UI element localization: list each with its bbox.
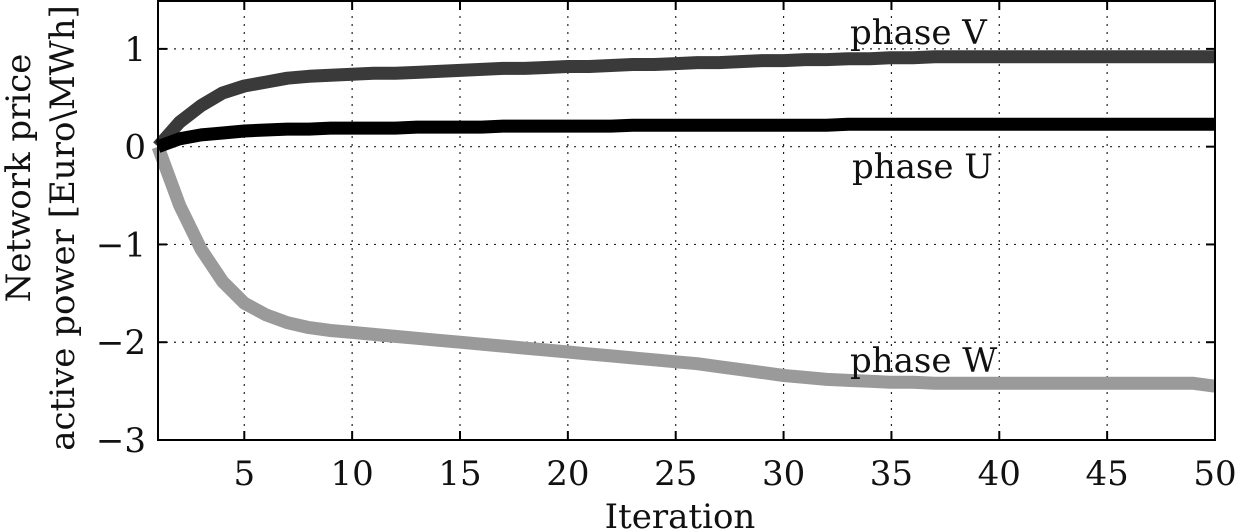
x-tick-label: 50 <box>1193 454 1236 494</box>
series-line-phase-v <box>153 50 1215 151</box>
x-tick-labels: 5 10 15 20 25 30 35 40 45 50 <box>233 454 1236 494</box>
series-label-phase-u: phase U <box>852 147 993 187</box>
y-tick-label: −1 <box>96 225 146 265</box>
grid <box>158 0 1215 440</box>
series-line-phase-w <box>151 144 1216 393</box>
x-axis-label: Iteration <box>605 497 756 532</box>
y-tick-labels: 1 0 −1 −2 −3 <box>96 30 146 461</box>
y-axis-label-line-2: active power [Euro\MWh] <box>43 5 83 451</box>
x-tick-label: 15 <box>438 454 481 494</box>
x-tick-label: 30 <box>762 454 805 494</box>
series-label-phase-w: phase W <box>850 341 997 381</box>
series-label-phase-v: phase V <box>850 13 988 53</box>
y-tick-label: −3 <box>96 421 146 461</box>
axis-ticks <box>158 1 1216 441</box>
series-lines <box>151 50 1216 393</box>
x-tick-label: 10 <box>331 454 374 494</box>
y-axis-label-line-1: Network price <box>0 54 39 303</box>
y-tick-label: 0 <box>124 128 146 168</box>
x-tick-label: 40 <box>978 454 1021 494</box>
y-tick-label: −2 <box>96 323 146 363</box>
x-tick-label: 5 <box>233 454 255 494</box>
x-tick-label: 25 <box>654 454 697 494</box>
x-tick-label: 45 <box>1086 454 1129 494</box>
y-axis-label: Network price active power [Euro\MWh] <box>0 5 83 451</box>
plot-frame <box>157 0 1216 441</box>
series-line-phase-u <box>155 117 1215 153</box>
y-tick-label: 1 <box>124 30 146 70</box>
x-tick-label: 35 <box>870 454 913 494</box>
x-tick-label: 20 <box>546 454 589 494</box>
